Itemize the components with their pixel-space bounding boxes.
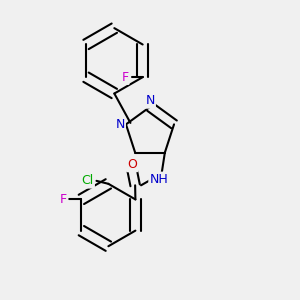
- Text: NH: NH: [149, 173, 168, 186]
- Text: Cl: Cl: [81, 174, 94, 187]
- Text: F: F: [60, 193, 67, 206]
- Text: O: O: [127, 158, 137, 171]
- Text: N: N: [145, 94, 155, 107]
- Text: F: F: [121, 71, 128, 84]
- Text: N: N: [115, 118, 125, 131]
